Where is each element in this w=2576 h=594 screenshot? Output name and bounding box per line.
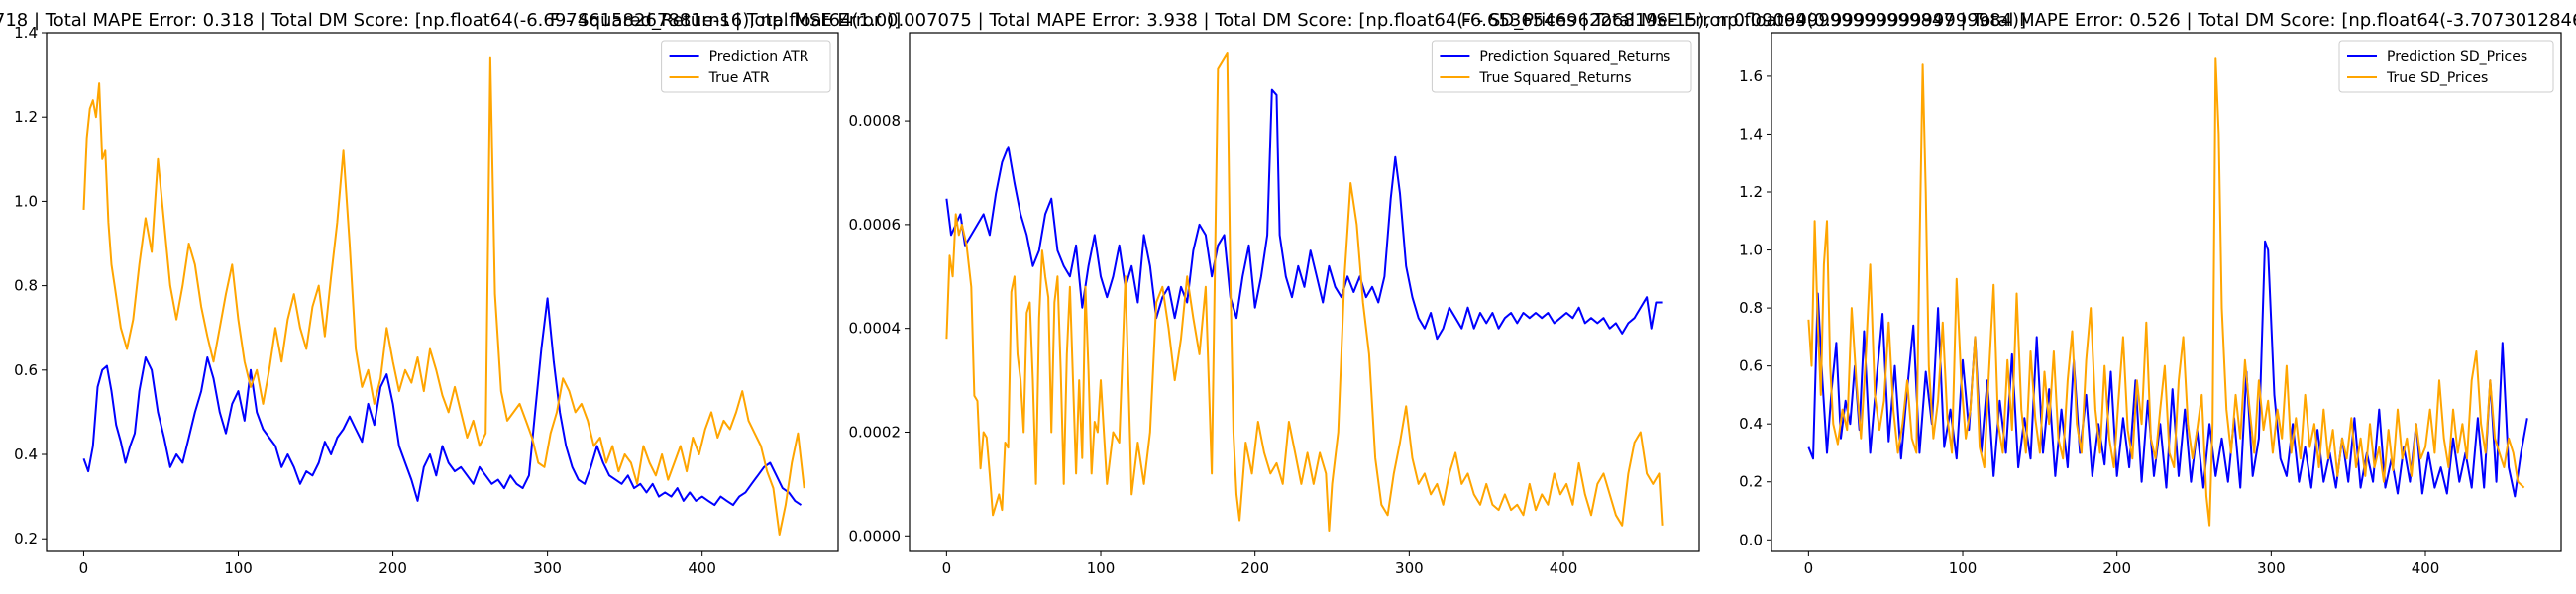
y-tick-label: 1.0 — [1739, 242, 1763, 259]
y-tick-label: 1.2 — [1739, 183, 1763, 201]
x-tick-label: 100 — [224, 559, 253, 577]
legend: Prediction Squared_Returns True Squared_R… — [1431, 40, 1692, 93]
x-tick-label: 400 — [2412, 559, 2440, 577]
y-tick-label: 0.0 — [1739, 531, 1763, 548]
chart-title: F - ATR | Total MSE Error 0.003718 | Tot… — [0, 10, 901, 31]
y-tick-label: 0.0006 — [849, 216, 902, 234]
x-tick-label: 200 — [378, 559, 407, 577]
legend-label: True ATR — [708, 70, 770, 86]
x-tick-label: 300 — [2257, 559, 2286, 577]
axes-frame — [46, 32, 839, 552]
y-tick-label: 0.8 — [14, 277, 38, 295]
y-tick-label: 0.6 — [1739, 357, 1763, 375]
x-tick-label: 0 — [1804, 559, 1814, 577]
legend-box — [661, 40, 831, 93]
x-tick-label: 400 — [1550, 559, 1578, 577]
y-tick-label: 1.0 — [14, 192, 38, 210]
chart-panel-3: 0 100 200 300 400 0.0 0.2 0.4 0.6 0.8 1.0 1.2 1.4 1.6… — [1739, 32, 2562, 577]
y-tick-label: 0.4 — [1739, 415, 1763, 433]
x-tick-label: 200 — [2102, 559, 2131, 577]
x-tick-label: 200 — [1240, 559, 1269, 577]
series-line-true — [82, 56, 805, 536]
y-tick-label: 1.6 — [1739, 67, 1763, 85]
x-tick-label: 400 — [688, 559, 716, 577]
chart-panel-2: 0 100 200 300 400 0.0000 0.0002 0.0004 0.0006 0.0… — [849, 32, 1700, 577]
plot-area — [47, 33, 838, 551]
y-tick-label: 0.6 — [14, 361, 38, 379]
x-tick-label: 0 — [942, 559, 952, 577]
series-line-true — [1807, 57, 2525, 527]
y-tick-label: 0.0008 — [849, 112, 902, 130]
y-tick-label: 0.0000 — [849, 527, 902, 544]
y-tick-label: 0.0004 — [849, 320, 902, 338]
chart-title: F - SD_Prices | Total MSE Error 0.090999… — [1461, 10, 2576, 31]
y-tick-label: 0.2 — [1739, 473, 1763, 491]
plot-area — [1771, 33, 2561, 551]
y-tick-label: 1.2 — [14, 108, 38, 126]
series-line-prediction — [82, 297, 803, 507]
legend-label: Prediction Squared_Returns — [1479, 50, 1670, 65]
axes-frame — [909, 32, 1700, 552]
legend-label: Prediction ATR — [709, 50, 809, 65]
legend-box — [2338, 40, 2554, 93]
series-line-prediction — [1807, 240, 2528, 498]
x-tick-label: 100 — [1949, 559, 1978, 577]
y-tick-label: 0.0002 — [849, 423, 902, 441]
series-line-prediction — [945, 88, 1663, 341]
legend-label: True Squared_Returns — [1478, 70, 1631, 86]
legend: Prediction ATR True ATR — [661, 40, 831, 93]
y-tick-label: 1.4 — [1739, 125, 1763, 143]
y-tick-label: 0.8 — [1739, 299, 1763, 317]
chart-panel-1: 0 100 200 300 400 0.2 0.4 0.6 0.8 1.0 1.2 1.4 Predic… — [14, 24, 839, 577]
x-tick-label: 300 — [1395, 559, 1424, 577]
legend-box — [1431, 40, 1692, 93]
legend-label: Prediction SD_Prices — [2387, 50, 2527, 65]
x-tick-label: 0 — [79, 559, 89, 577]
x-tick-label: 100 — [1087, 559, 1116, 577]
x-tick-label: 300 — [533, 559, 562, 577]
legend-label: True SD_Prices — [2386, 70, 2488, 86]
y-tick-label: 0.2 — [14, 530, 38, 547]
y-tick-label: 1.4 — [14, 24, 38, 42]
series-line-true — [945, 52, 1664, 532]
y-tick-label: 0.4 — [14, 446, 38, 463]
chart-title: F - Squared_Returns | Total MSE Error 0.… — [550, 10, 2026, 31]
legend: Prediction SD_Prices True SD_Prices — [2338, 40, 2554, 93]
axes-frame — [1771, 32, 2562, 552]
